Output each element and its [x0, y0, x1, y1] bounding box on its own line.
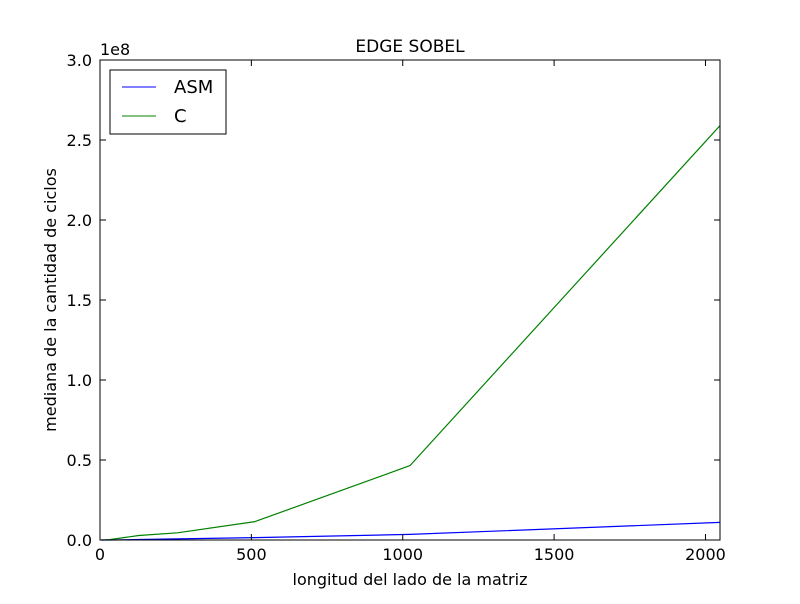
ticks-layer: 0 500 1000 1500 2000 0.0 0.5 1.0 1.5 2.0 2.5 3.0 [67, 51, 726, 564]
x-tick-label: 2000 [685, 545, 726, 564]
legend: ASM C [109, 69, 227, 135]
legend-box [109, 69, 227, 135]
y-axis-offset-label: 1e8 [100, 40, 130, 59]
plot-frame [99, 59, 721, 541]
chart-title: EDGE SOBEL [355, 37, 465, 57]
y-tick-label: 0.5 [67, 451, 92, 470]
y-tick-label: 1.0 [67, 371, 92, 390]
x-tick-label: 0 [95, 545, 105, 564]
plot-area [100, 60, 720, 540]
y-tick-label: 2.5 [67, 131, 92, 150]
y-tick-label: 2.0 [67, 211, 92, 230]
x-tick-label: 1500 [534, 545, 575, 564]
y-tick-label: 1.5 [67, 291, 92, 310]
legend-label-asm: ASM [174, 77, 213, 98]
x-tick-label: 500 [236, 545, 267, 564]
x-axis-label: longitud del lado de la matriz [293, 570, 528, 589]
y-tick-label: 3.0 [67, 51, 92, 70]
y-tick-label: 0.0 [67, 531, 92, 550]
legend-label-c: C [174, 106, 187, 127]
x-tick-label: 1000 [382, 545, 423, 564]
y-axis-label: mediana de la cantidad de ciclos [41, 168, 60, 432]
